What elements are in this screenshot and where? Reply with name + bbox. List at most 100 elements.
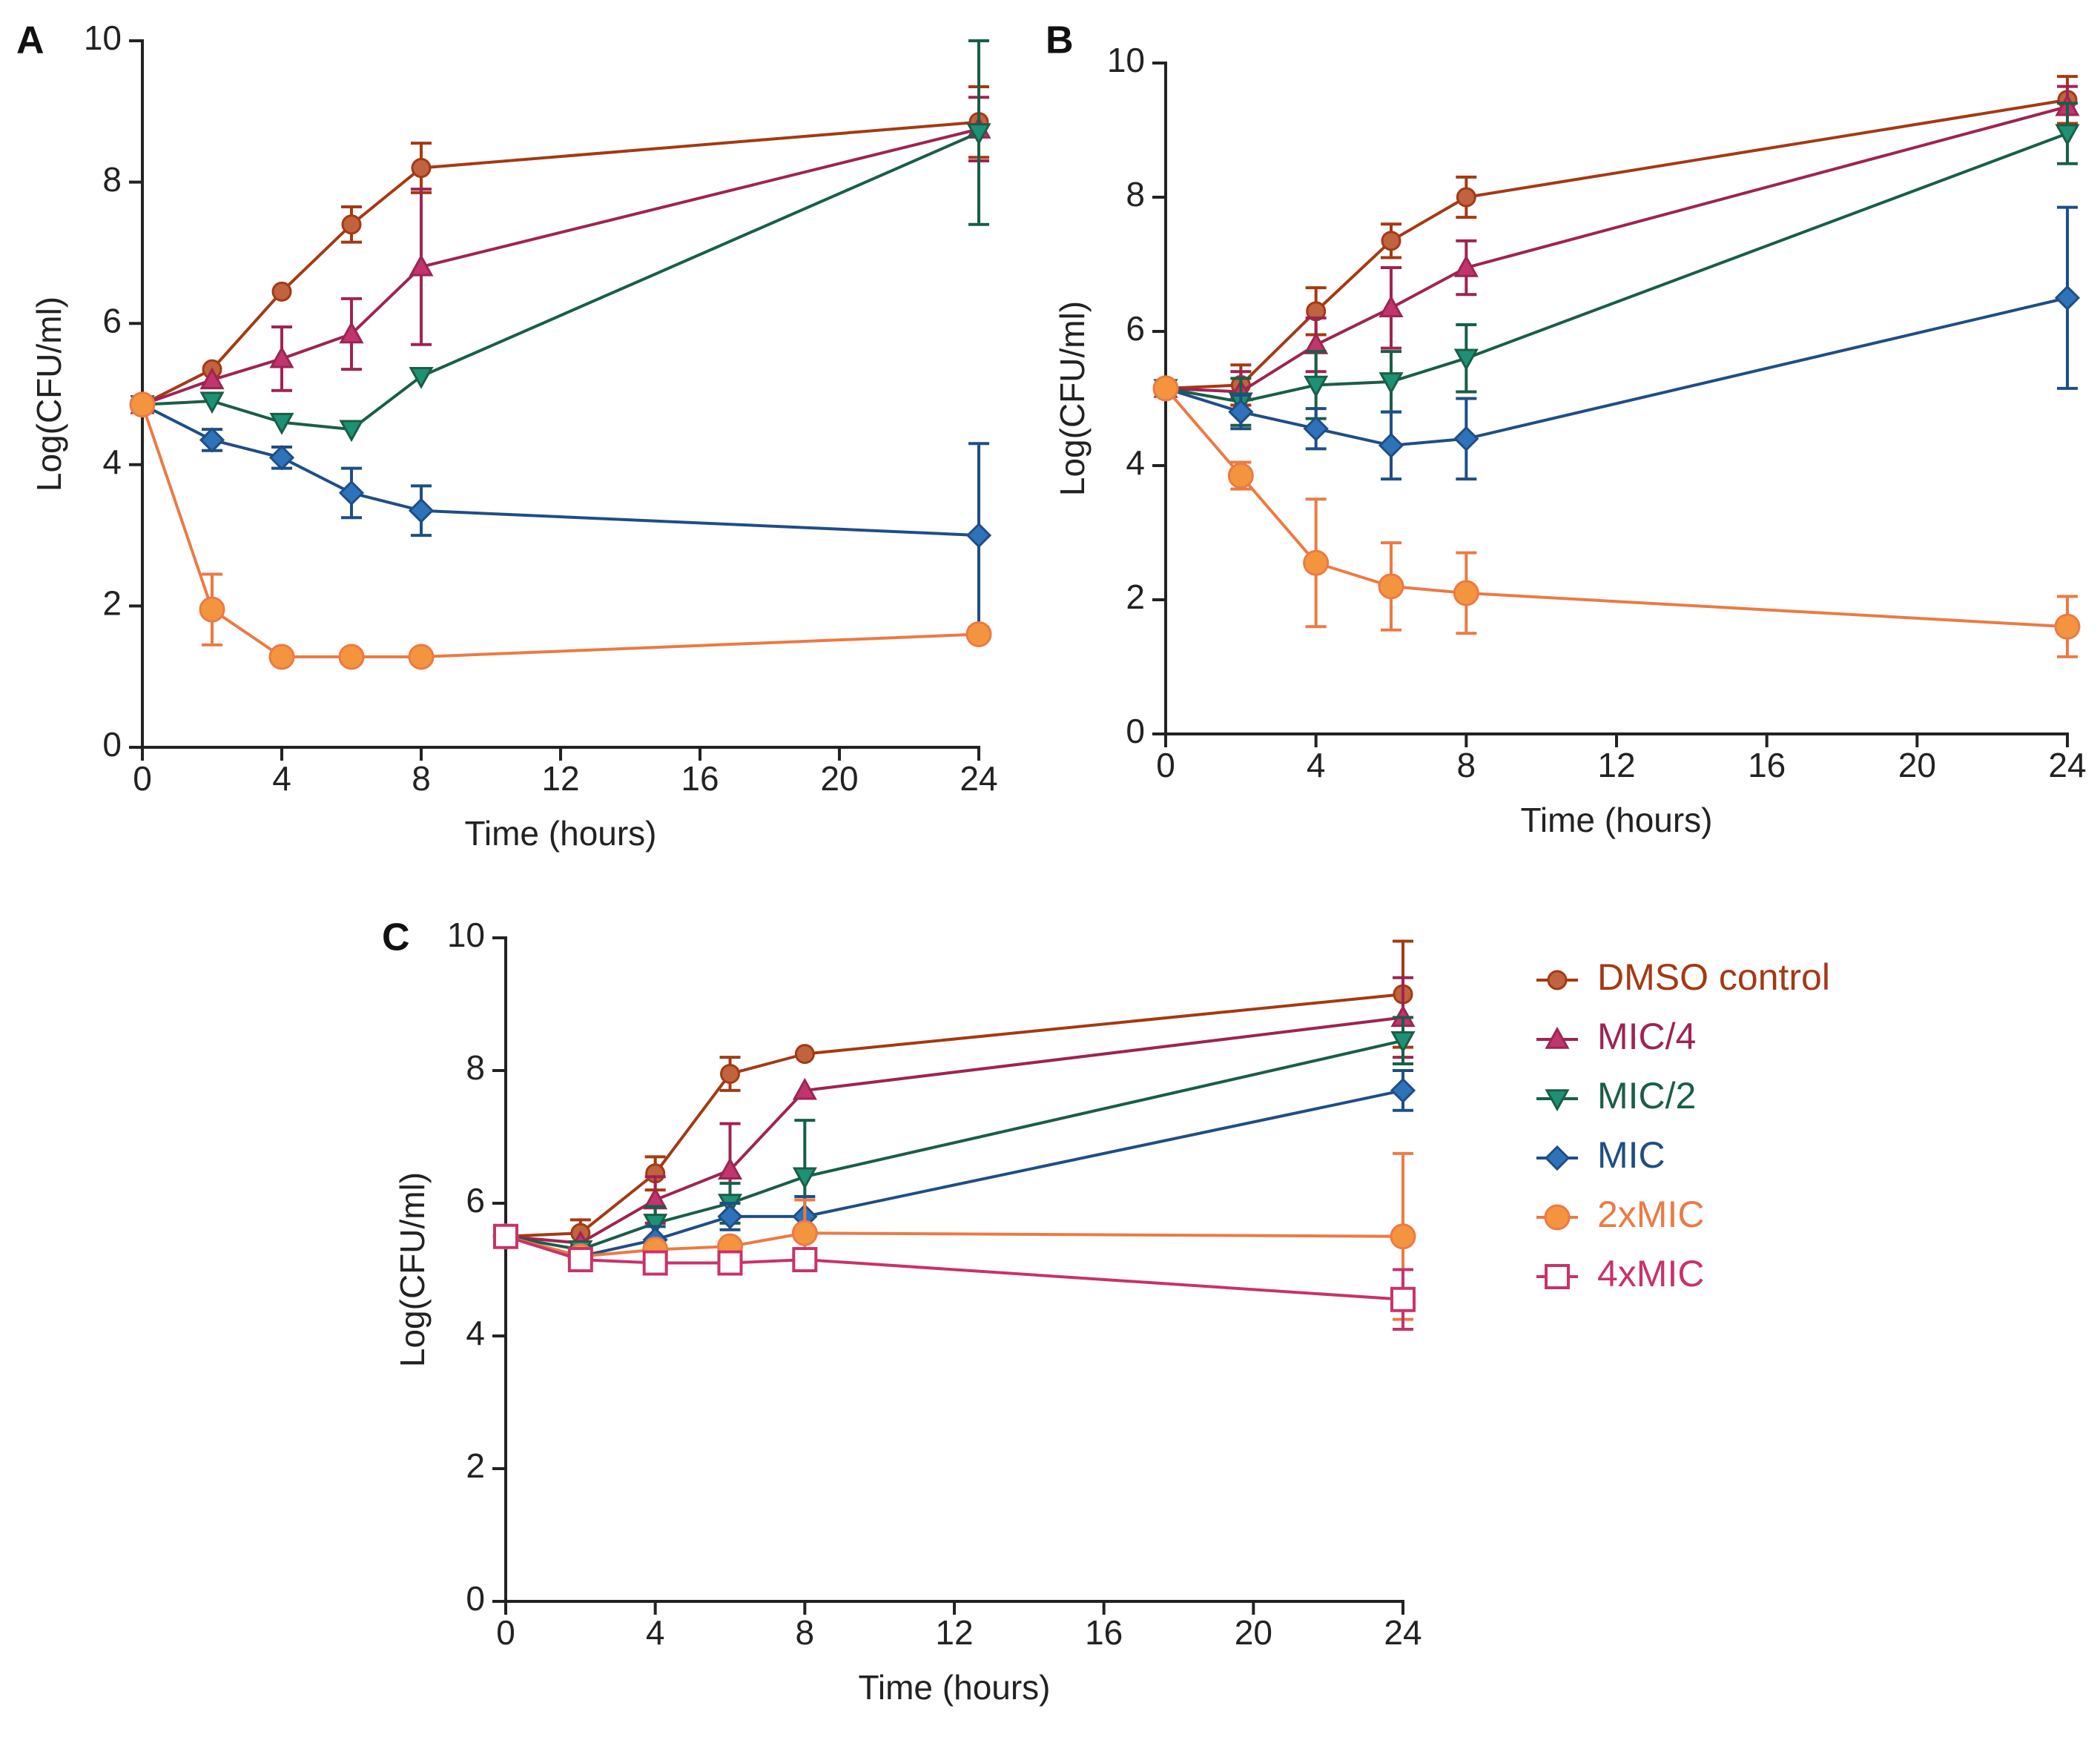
data-point-mic2x xyxy=(129,391,156,418)
data-point-mic2x xyxy=(1152,375,1179,402)
y-axis-title: Log(CFU/ml) xyxy=(1053,301,1092,496)
data-point-mic4 xyxy=(792,1077,817,1100)
data-point-dmso xyxy=(1381,231,1401,251)
data-point-mic2x xyxy=(199,596,225,623)
legend-label: MIC/4 xyxy=(1597,1016,1696,1057)
y-tick-label: 10 xyxy=(1107,41,1145,79)
data-point-dmso xyxy=(720,1063,740,1084)
series-mic2 xyxy=(130,39,991,443)
x-tick-label: 0 xyxy=(496,1613,515,1652)
legend-item-dmso: DMSO control xyxy=(1536,956,1830,998)
data-point-mic4 xyxy=(199,367,225,390)
data-point-mic2x xyxy=(268,644,295,670)
x-tick-label: 8 xyxy=(412,759,431,798)
series-mic4 xyxy=(493,976,1416,1253)
panel-letter: B xyxy=(1046,19,1074,62)
series-line-mic2 xyxy=(142,131,980,431)
data-point-mic xyxy=(268,445,295,471)
y-tick-label: 8 xyxy=(466,1048,485,1087)
data-point-mic4x xyxy=(717,1250,743,1276)
legend-marker-mic4 xyxy=(1545,1026,1570,1049)
y-tick-label: 4 xyxy=(466,1314,485,1352)
legend-item-mic: MIC xyxy=(1536,1134,1665,1176)
series-mic4 xyxy=(1153,85,2080,414)
data-point-mic xyxy=(1228,399,1254,425)
series-line-mic4 xyxy=(505,1016,1404,1245)
data-point-mic4 xyxy=(269,345,294,368)
y-tick-label: 4 xyxy=(102,443,122,481)
data-point-dmso xyxy=(341,214,362,235)
data-point-mic4 xyxy=(717,1157,743,1180)
data-point-mic2x xyxy=(1227,463,1254,489)
y-tick-label: 8 xyxy=(1126,175,1145,214)
series-line-mic2x xyxy=(505,1231,1404,1258)
data-point-dmso xyxy=(794,1044,815,1065)
data-point-mic4x xyxy=(1390,1286,1416,1312)
data-point-dmso xyxy=(271,281,292,302)
series-mic4x xyxy=(493,1223,1416,1332)
series-line-dmso xyxy=(505,993,1404,1238)
series-mic2 xyxy=(1153,102,2080,427)
x-tick-label: 20 xyxy=(1898,746,1936,784)
data-point-mic xyxy=(199,427,225,453)
series-mic2x xyxy=(129,391,992,670)
data-point-mic4 xyxy=(1378,295,1404,318)
data-point-mic xyxy=(408,497,435,523)
legend-item-mic2x: 2xMIC xyxy=(1536,1194,1704,1235)
data-point-mic2x xyxy=(791,1220,818,1246)
series-line-dmso xyxy=(142,120,980,406)
data-point-mic2x xyxy=(1453,580,1479,606)
y-tick-label: 2 xyxy=(102,584,122,623)
series-mic2x xyxy=(1152,375,2081,658)
data-point-mic2x xyxy=(408,644,435,670)
series-line-mic xyxy=(1165,296,2068,447)
legend-label: 4xMIC xyxy=(1597,1253,1704,1294)
series-line-mic2x xyxy=(141,404,980,659)
x-tick-label: 20 xyxy=(1235,1613,1272,1652)
legend: DMSO control MIC/4 MIC/2 MIC 2xMIC 4xMIC xyxy=(1536,956,1830,1294)
data-point-mic2x xyxy=(2054,613,2081,640)
x-tick-label: 24 xyxy=(960,759,997,798)
x-tick-label: 20 xyxy=(820,759,858,798)
y-tick-label: 0 xyxy=(102,725,122,764)
data-point-mic2 xyxy=(1390,1031,1416,1053)
y-axis-title: Log(CFU/ml) xyxy=(30,297,68,492)
y-tick-label: 0 xyxy=(466,1579,485,1618)
data-point-mic xyxy=(1390,1077,1416,1103)
legend-item-mic2: MIC/2 xyxy=(1536,1075,1696,1117)
x-axis-title: Time (hours) xyxy=(1521,801,1713,839)
data-point-mic2x xyxy=(338,644,365,670)
data-point-mic xyxy=(1378,432,1404,458)
legend-marker-dmso xyxy=(1547,970,1568,990)
data-point-mic xyxy=(338,480,365,506)
series-line-mic2 xyxy=(1165,132,2068,404)
x-tick-label: 4 xyxy=(1307,746,1326,784)
x-tick-label: 12 xyxy=(541,759,579,798)
series-dmso xyxy=(495,939,1413,1248)
data-point-mic2 xyxy=(2055,124,2080,147)
legend-label: MIC/2 xyxy=(1597,1075,1696,1117)
x-tick-label: 16 xyxy=(681,759,719,798)
data-point-mic2 xyxy=(966,123,991,145)
data-point-mic2 xyxy=(339,420,364,443)
legend-item-mic4x: 4xMIC xyxy=(1536,1253,1704,1294)
y-tick-label: 10 xyxy=(447,916,485,954)
series-line-mic xyxy=(505,1088,1404,1258)
data-point-mic2 xyxy=(1378,372,1404,394)
data-point-mic4x xyxy=(493,1223,518,1249)
x-tick-label: 12 xyxy=(1597,746,1635,784)
legend-label: MIC xyxy=(1597,1134,1665,1176)
x-tick-label: 4 xyxy=(272,759,291,798)
x-tick-label: 8 xyxy=(1457,746,1476,784)
data-point-mic2x xyxy=(1303,549,1330,576)
panel-letter: C xyxy=(382,916,410,959)
data-point-mic4x xyxy=(567,1247,593,1273)
series-mic xyxy=(492,1069,1416,1269)
y-tick-label: 2 xyxy=(1126,578,1145,616)
y-tick-label: 10 xyxy=(84,19,122,57)
data-point-mic2 xyxy=(643,1214,668,1236)
series-line-mic2x xyxy=(1164,387,2068,629)
